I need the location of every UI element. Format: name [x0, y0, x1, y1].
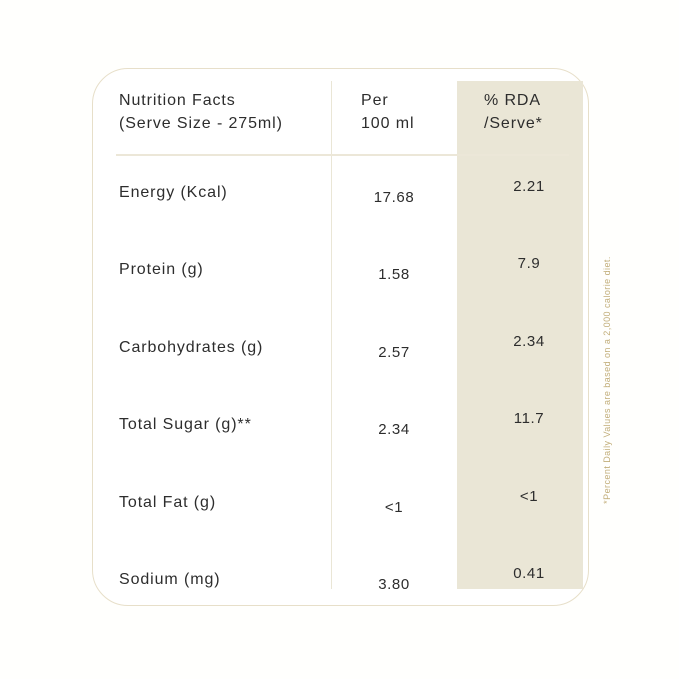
row-value-per-100ml: 2.57: [378, 344, 410, 361]
row-label: Total Sugar (g)**: [119, 416, 252, 433]
column-header-rda-serve: % RDA /Serve*: [484, 92, 543, 132]
row-value-rda-serve: 7.9: [517, 255, 541, 272]
row-label: Total Fat (g): [119, 494, 217, 511]
row-value-rda-serve: 0.41: [513, 565, 545, 582]
row-label: Carbohydrates (g): [119, 339, 264, 356]
row-value-per-100ml: 2.34: [378, 421, 410, 438]
row-value-per-100ml: 1.58: [378, 266, 410, 283]
column-divider-2: [457, 81, 583, 589]
row-value-rda-serve: <1: [519, 488, 539, 505]
table-title: Nutrition Facts (Serve Size - 275ml): [119, 92, 283, 132]
header-divider: [116, 154, 569, 156]
row-value-rda-serve: 2.21: [513, 178, 545, 195]
column-header-per-100ml: Per 100 ml: [361, 92, 415, 132]
nutrition-facts-card: Nutrition Facts (Serve Size - 275ml) Per…: [92, 68, 589, 606]
row-value-per-100ml: 3.80: [378, 576, 410, 593]
row-label: Sodium (mg): [119, 571, 221, 588]
row-value-per-100ml: 17.68: [373, 189, 415, 206]
column-divider-1: [331, 81, 332, 589]
row-label: Energy (Kcal): [119, 184, 228, 201]
row-label: Protein (g): [119, 261, 204, 278]
row-value-rda-serve: 11.7: [513, 410, 545, 427]
row-value-per-100ml: <1: [384, 499, 404, 516]
row-value-rda-serve: 2.34: [513, 333, 545, 350]
daily-values-footnote: *Percent Daily Values are based on a 2,0…: [602, 256, 612, 504]
